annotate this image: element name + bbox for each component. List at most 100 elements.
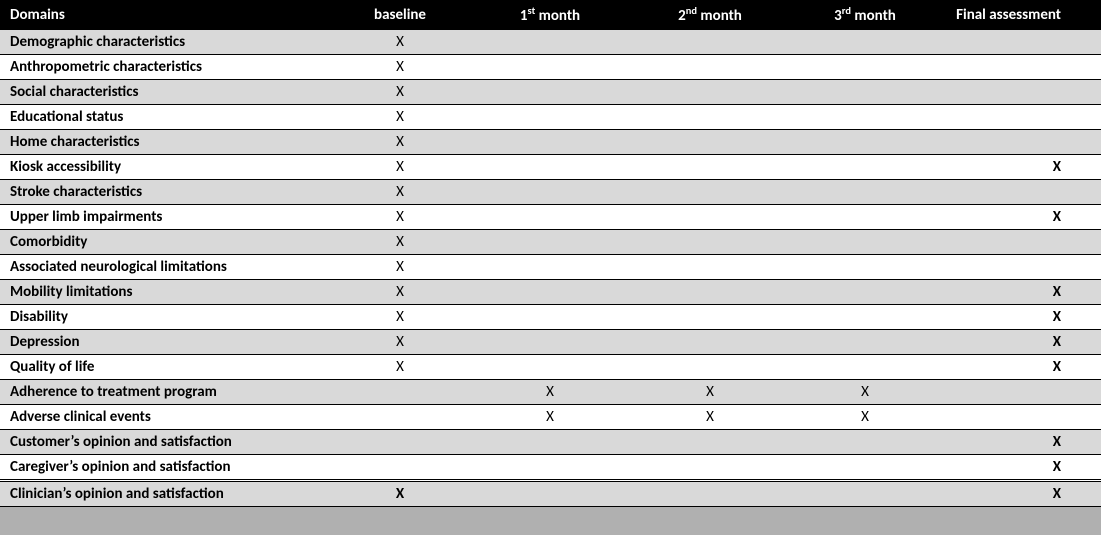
mark-cell-baseline: X — [330, 280, 470, 305]
mark-cell-final: X — [940, 481, 1101, 507]
table-row: Kiosk accessibilityXX — [0, 155, 1101, 180]
mark-cell-final: X — [940, 355, 1101, 380]
table-row: Educational statusX — [0, 105, 1101, 130]
domain-cell: Anthropometric characteristics — [0, 55, 330, 80]
mark-cell-m3 — [790, 305, 940, 330]
mark-cell-m1 — [470, 80, 630, 105]
mark-cell-final: X — [940, 430, 1101, 455]
mark-cell-m3 — [790, 280, 940, 305]
mark-cell-m1 — [470, 330, 630, 355]
mark-cell-m3 — [790, 481, 940, 507]
table-row: Anthropometric characteristicsX — [0, 55, 1101, 80]
mark-cell-baseline: X — [330, 355, 470, 380]
mark-cell-m2 — [630, 55, 790, 80]
mark-cell-m3: X — [790, 405, 940, 430]
mark-cell-baseline: X — [330, 130, 470, 155]
mark-cell-m1 — [470, 230, 630, 255]
table-row: Caregiver’s opinion and satisfactionX — [0, 455, 1101, 481]
mark-cell-m2 — [630, 355, 790, 380]
mark-cell-final: X — [940, 205, 1101, 230]
mark-cell-m1 — [470, 481, 630, 507]
mark-cell-baseline: X — [330, 30, 470, 55]
mark-cell-baseline: X — [330, 180, 470, 205]
col-header-final: Final assessment — [940, 0, 1101, 30]
table-row: Mobility limitationsXX — [0, 280, 1101, 305]
col-header-baseline: baseline — [330, 0, 470, 30]
mark-cell-m3 — [790, 180, 940, 205]
mark-cell-m2 — [630, 230, 790, 255]
mark-cell-m3 — [790, 80, 940, 105]
table-row: Demographic characteristicsX — [0, 30, 1101, 55]
domain-cell: Adverse clinical events — [0, 405, 330, 430]
mark-cell-final: X — [940, 280, 1101, 305]
table-row: DepressionXX — [0, 330, 1101, 355]
mark-cell-baseline: X — [330, 481, 470, 507]
domain-cell: Demographic characteristics — [0, 30, 330, 55]
mark-cell-final — [940, 255, 1101, 280]
mark-cell-m1 — [470, 155, 630, 180]
domain-cell: Stroke characteristics — [0, 180, 330, 205]
col-header-m2: 2nd month — [630, 0, 790, 30]
mark-cell-baseline: X — [330, 205, 470, 230]
col-header-m3: 3rd month — [790, 0, 940, 30]
col-header-m1: 1st month — [470, 0, 630, 30]
mark-cell-m3 — [790, 105, 940, 130]
assessment-schedule-table: Domainsbaseline1st month2nd month3rd mon… — [0, 0, 1101, 507]
domain-cell: Kiosk accessibility — [0, 155, 330, 180]
mark-cell-baseline: X — [330, 305, 470, 330]
mark-cell-m1 — [470, 55, 630, 80]
mark-cell-m2 — [630, 430, 790, 455]
domain-cell: Customer’s opinion and satisfaction — [0, 430, 330, 455]
domain-cell: Associated neurological limitations — [0, 255, 330, 280]
mark-cell-m1 — [470, 280, 630, 305]
domain-cell: Home characteristics — [0, 130, 330, 155]
mark-cell-final — [940, 180, 1101, 205]
mark-cell-m3 — [790, 205, 940, 230]
mark-cell-m2 — [630, 80, 790, 105]
mark-cell-final — [940, 380, 1101, 405]
mark-cell-m3 — [790, 55, 940, 80]
mark-cell-final: X — [940, 305, 1101, 330]
domain-cell: Social characteristics — [0, 80, 330, 105]
mark-cell-m2 — [630, 255, 790, 280]
mark-cell-m2 — [630, 155, 790, 180]
mark-cell-m2: X — [630, 405, 790, 430]
table-row: Clinician’s opinion and satisfactionXX — [0, 481, 1101, 507]
table-header-row: Domainsbaseline1st month2nd month3rd mon… — [0, 0, 1101, 30]
mark-cell-m3 — [790, 430, 940, 455]
mark-cell-baseline: X — [330, 330, 470, 355]
mark-cell-final — [940, 30, 1101, 55]
mark-cell-m1 — [470, 130, 630, 155]
domain-cell: Adherence to treatment program — [0, 380, 330, 405]
table-row: ComorbidityX — [0, 230, 1101, 255]
mark-cell-m2 — [630, 130, 790, 155]
table-body: Demographic characteristicsXAnthropometr… — [0, 30, 1101, 507]
mark-cell-m1: X — [470, 405, 630, 430]
domain-cell: Educational status — [0, 105, 330, 130]
col-header-domain: Domains — [0, 0, 330, 30]
table-row: Home characteristicsX — [0, 130, 1101, 155]
mark-cell-m1 — [470, 430, 630, 455]
mark-cell-m3 — [790, 155, 940, 180]
table-row: Social characteristicsX — [0, 80, 1101, 105]
mark-cell-m3 — [790, 255, 940, 280]
domain-cell: Mobility limitations — [0, 280, 330, 305]
mark-cell-m2 — [630, 481, 790, 507]
mark-cell-baseline — [330, 380, 470, 405]
mark-cell-m1 — [470, 255, 630, 280]
mark-cell-m1 — [470, 305, 630, 330]
domain-cell: Depression — [0, 330, 330, 355]
mark-cell-m1 — [470, 455, 630, 481]
mark-cell-final — [940, 55, 1101, 80]
table-row: Adherence to treatment programXXX — [0, 380, 1101, 405]
mark-cell-m3: X — [790, 380, 940, 405]
mark-cell-baseline: X — [330, 255, 470, 280]
domain-cell: Disability — [0, 305, 330, 330]
mark-cell-baseline: X — [330, 80, 470, 105]
mark-cell-m2 — [630, 105, 790, 130]
mark-cell-m2 — [630, 305, 790, 330]
table-row: Stroke characteristicsX — [0, 180, 1101, 205]
domain-cell: Clinician’s opinion and satisfaction — [0, 481, 330, 507]
mark-cell-m2 — [630, 330, 790, 355]
mark-cell-final: X — [940, 330, 1101, 355]
